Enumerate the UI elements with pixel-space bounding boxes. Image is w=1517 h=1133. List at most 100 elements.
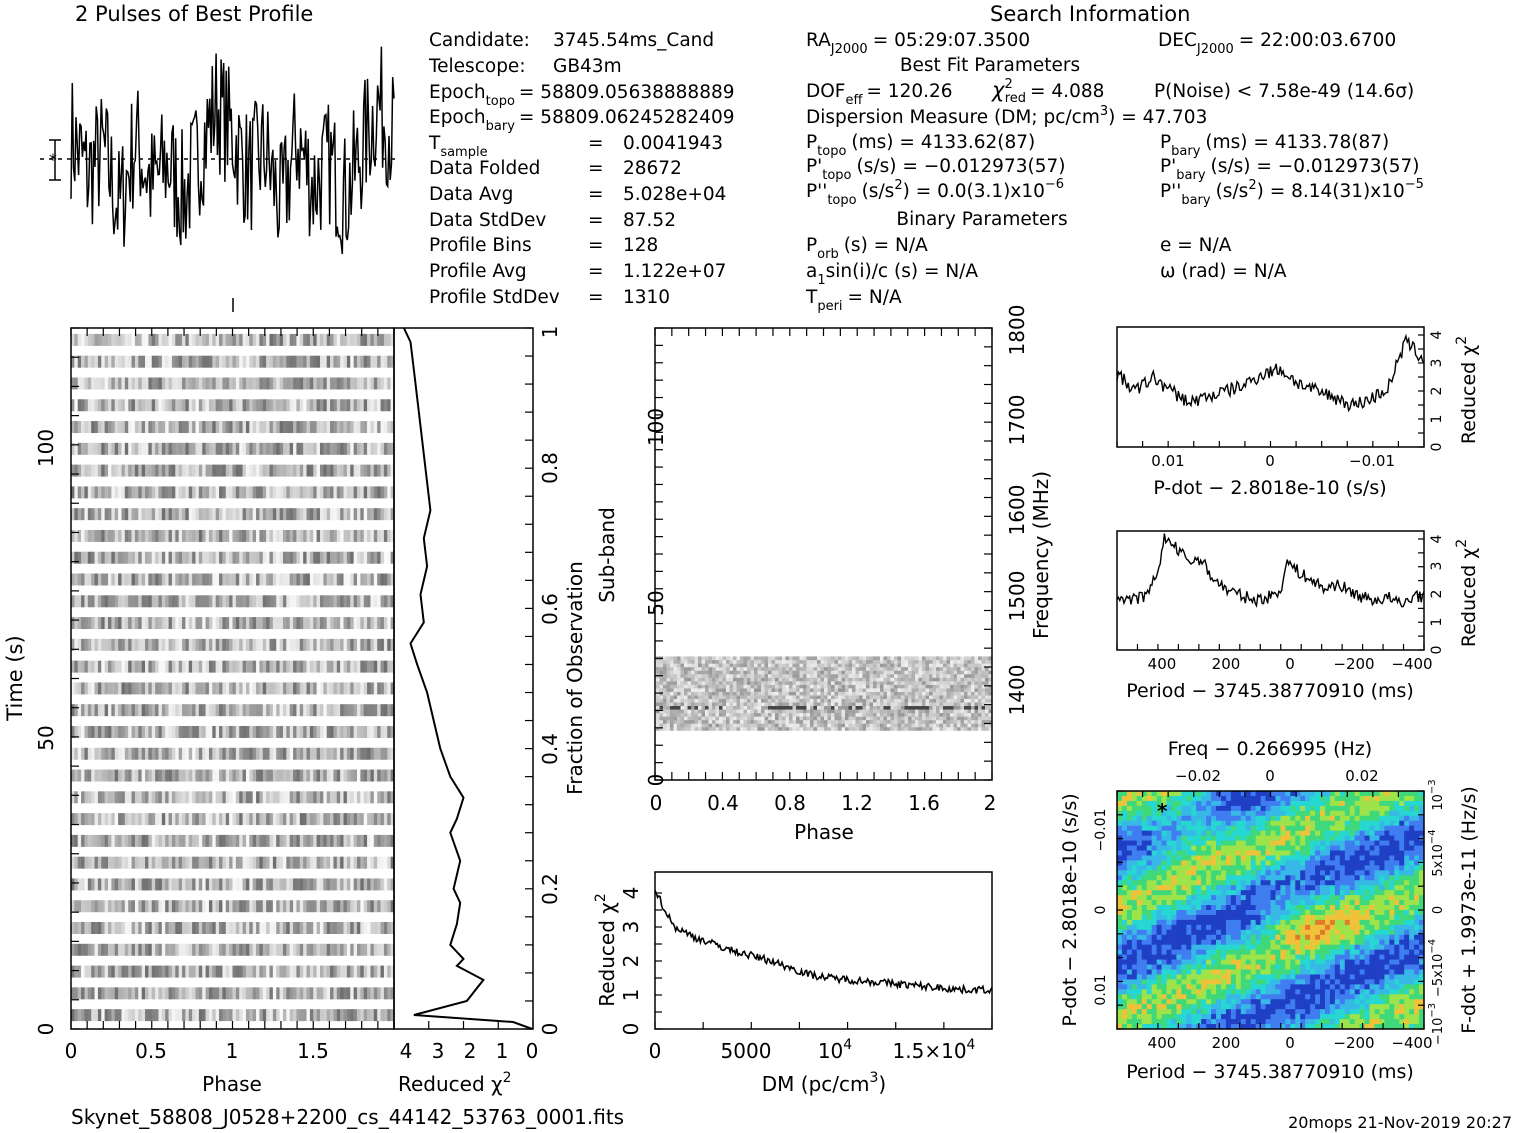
time-phase-cell — [249, 486, 253, 499]
subband-cell — [715, 698, 720, 703]
subband-cell — [908, 670, 912, 675]
time-phase-cell — [145, 682, 149, 695]
time-phase-cell — [303, 900, 307, 913]
subband-cell — [754, 677, 758, 682]
time-phase-cell — [299, 486, 304, 499]
subband-cell — [953, 667, 958, 671]
subband-cell — [845, 684, 849, 689]
time-phase-cell — [225, 529, 230, 542]
subband-cell — [957, 691, 961, 696]
time-phase-cell — [282, 725, 287, 738]
time-phase-cell — [350, 943, 354, 956]
time-phase-cell — [188, 464, 193, 477]
time-phase-cell — [229, 725, 233, 738]
subband-cell — [684, 667, 688, 671]
time-phase-cell — [299, 682, 304, 695]
time-phase-cell — [259, 551, 264, 564]
time-phase-cell — [313, 377, 317, 390]
time-phase-cell — [222, 595, 227, 608]
subband-cell — [719, 681, 723, 685]
subband-cell — [897, 709, 902, 714]
time-phase-cell — [313, 421, 317, 434]
time-phase-cell — [225, 508, 230, 521]
subband-cell — [810, 727, 814, 731]
time-phase-cell — [114, 617, 119, 630]
time-phase-cell — [330, 508, 334, 521]
info-pnoise: P(Noise) < 7.58e-49 (14.6σ) — [1154, 81, 1414, 102]
time-phase-cell — [215, 704, 220, 717]
time-phase-cell — [104, 965, 109, 978]
subband-cell — [722, 698, 727, 703]
time-phase-cell — [282, 878, 287, 891]
time-phase-cell — [380, 856, 385, 869]
subband-cell — [908, 684, 912, 689]
time-phase-cell — [282, 791, 287, 804]
time-phase-cell — [350, 987, 354, 1000]
time-phase-cell — [175, 834, 179, 847]
subband-cell — [768, 716, 772, 721]
subband-cell — [694, 681, 699, 685]
time-phase-cell — [229, 856, 233, 869]
time-phase-cell — [175, 333, 179, 346]
subband-cell — [911, 719, 916, 724]
time-phase-cell — [225, 638, 230, 651]
time-phase-cell — [158, 638, 163, 651]
subband-cell — [747, 727, 751, 731]
subband-cell — [740, 677, 744, 682]
subband-cell — [838, 705, 842, 710]
time-phase-cell — [256, 660, 260, 673]
subband-cell — [922, 667, 926, 671]
time-phase-cell — [202, 573, 206, 586]
time-phase-cell — [326, 965, 331, 978]
time-phase-cell — [222, 399, 227, 412]
time-phase-cell — [168, 856, 173, 869]
time-phase-cell — [155, 617, 159, 630]
time-phase-cell — [131, 573, 136, 586]
time-phase-cell — [111, 333, 116, 346]
subband-cell — [673, 695, 678, 699]
subband-cell — [736, 670, 741, 675]
time-phase-cell — [74, 573, 79, 586]
subband-cell — [754, 670, 758, 675]
time-phase-cell — [219, 551, 223, 564]
subband-cell — [911, 691, 916, 696]
subband-cell — [887, 688, 891, 692]
subband-cell — [824, 688, 828, 692]
subband-cell — [680, 691, 685, 696]
subband-cell — [946, 702, 951, 707]
subband-cell — [719, 695, 723, 699]
time-phase-cell — [87, 922, 92, 934]
subband-cell — [852, 727, 856, 731]
time-phase-cell — [84, 813, 89, 826]
subband-cell — [964, 723, 968, 728]
subband-cell — [708, 691, 713, 696]
time-phase-cell — [148, 922, 153, 934]
time-phase-cell — [134, 486, 139, 499]
time-phase-cell — [205, 573, 210, 586]
subband-cell — [810, 702, 814, 707]
subband-cell — [971, 670, 975, 675]
time-phase-cell — [97, 421, 102, 434]
time-phase-cell — [87, 704, 92, 717]
subband-cell — [670, 670, 674, 675]
subband-cell — [950, 712, 954, 717]
time-phase-cell — [387, 878, 391, 891]
time-phase-cell — [326, 725, 331, 738]
time-phase-cell — [370, 442, 375, 455]
time-phase-cell — [155, 878, 159, 891]
subband-cell — [778, 705, 783, 710]
time-phase-cell — [336, 529, 341, 542]
time-phase-cell — [108, 638, 112, 651]
time-phase-cell — [185, 1009, 190, 1022]
subband-cell — [964, 727, 968, 731]
subband-cell — [796, 712, 800, 717]
time-phase-cell — [326, 834, 331, 847]
subband-cell — [943, 677, 947, 682]
subband-cell — [747, 667, 751, 671]
time-phase-cell — [340, 617, 344, 630]
time-phase-cell — [111, 638, 116, 651]
time-phase-cell — [350, 725, 354, 738]
subband-cell — [757, 677, 762, 682]
subband-cell — [957, 688, 961, 692]
time-phase-cell — [215, 333, 220, 346]
